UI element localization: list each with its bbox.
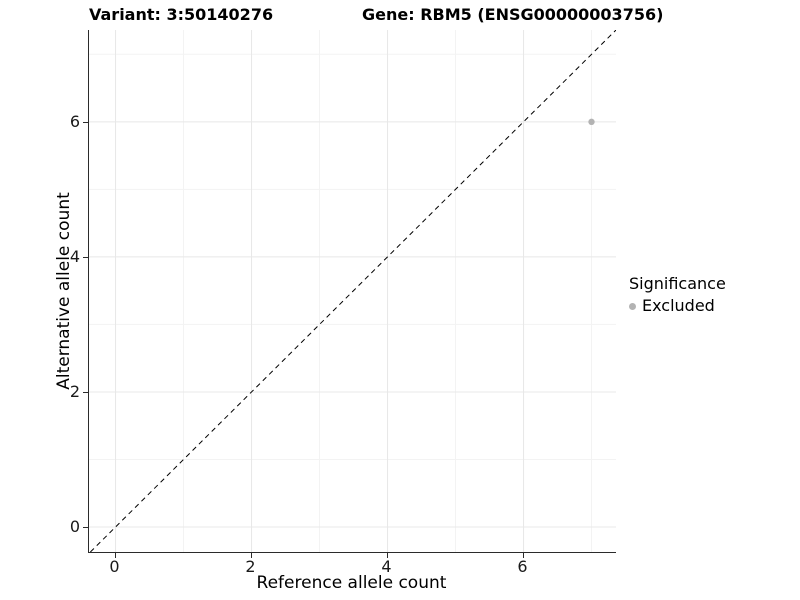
x-tick-label: 6 (517, 557, 528, 576)
x-tick-label: 2 (245, 557, 256, 576)
legend: Significance Excluded (629, 274, 726, 315)
legend-entry-excluded: Excluded (629, 297, 726, 315)
legend-title: Significance (629, 274, 726, 293)
y-tick-mark (83, 256, 88, 258)
y-tick-mark (83, 121, 88, 123)
x-tick-label: 4 (381, 557, 392, 576)
data-point-excluded (588, 118, 595, 126)
y-tick-mark (83, 391, 88, 393)
plot-title-gene: Gene: RBM5 (ENSG00000003756) (362, 5, 664, 24)
x-tick-mark (522, 553, 524, 558)
x-axis-title: Reference allele count (256, 573, 447, 593)
x-tick-mark (114, 553, 116, 558)
plot-panel (88, 30, 616, 553)
y-tick-label: 6 (69, 111, 80, 131)
x-tick-mark (250, 553, 252, 558)
y-tick-mark (83, 527, 88, 528)
plot-canvas (89, 30, 616, 552)
plot-title-variant: Variant: 3:50140276 (89, 5, 274, 24)
y-tick-label: 0 (69, 517, 80, 536)
x-tick-mark (386, 553, 388, 558)
legend-point-icon (629, 302, 636, 310)
legend-entry-label: Excluded (642, 296, 715, 315)
y-axis-title: Alternative allele count (54, 192, 74, 390)
y-tick-label: 2 (69, 381, 80, 401)
identity-dashed-line (90, 30, 616, 552)
x-tick-label: 0 (109, 557, 120, 576)
y-tick-label: 4 (69, 246, 80, 266)
